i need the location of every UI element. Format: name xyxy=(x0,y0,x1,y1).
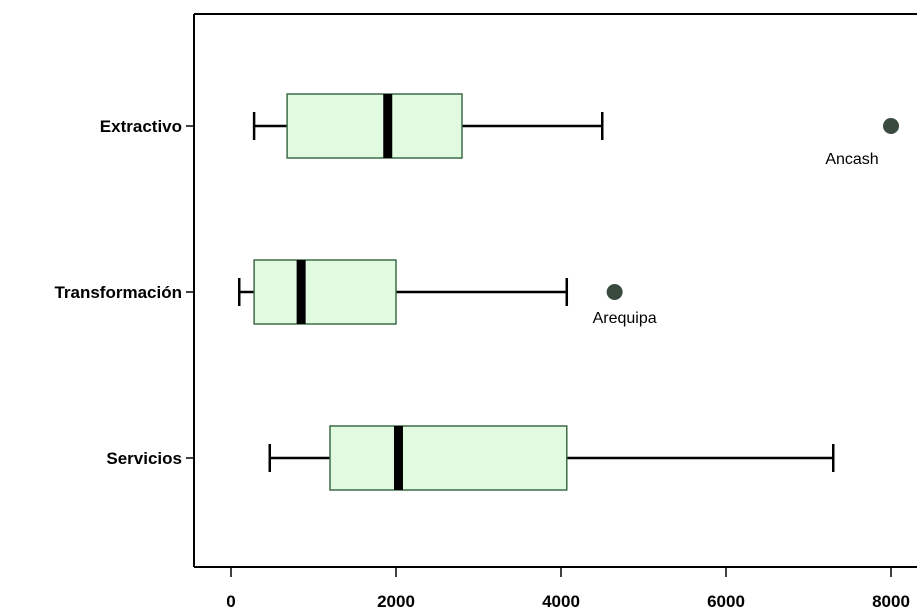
x-tick-label: 8000 xyxy=(872,592,910,611)
iqr-box xyxy=(286,93,463,159)
box-group: Arequipa xyxy=(238,259,657,327)
outlier-point xyxy=(606,284,623,300)
category-label: Servicios xyxy=(106,449,182,468)
x-tick-label: 0 xyxy=(226,592,235,611)
x-tick-label: 2000 xyxy=(377,592,415,611)
x-tick-label: 6000 xyxy=(707,592,745,611)
category-label: Extractivo xyxy=(100,117,182,136)
plot-frame xyxy=(193,13,917,568)
box-group xyxy=(268,425,835,491)
iqr-box xyxy=(253,259,397,325)
x-tick-label: 4000 xyxy=(542,592,580,611)
iqr-box xyxy=(329,425,568,491)
outlier-label: Arequipa xyxy=(593,310,657,327)
box-group: Ancash xyxy=(252,93,899,168)
y-axis: Extractivo Transformación Servicios xyxy=(54,117,194,468)
outlier-label: Ancash xyxy=(825,151,878,168)
outlier-point xyxy=(883,118,899,134)
x-axis: 0 2000 4000 6000 8000 xyxy=(226,567,910,611)
category-label: Transformación xyxy=(54,283,182,302)
boxes: Ancash Arequipa xyxy=(238,93,899,491)
